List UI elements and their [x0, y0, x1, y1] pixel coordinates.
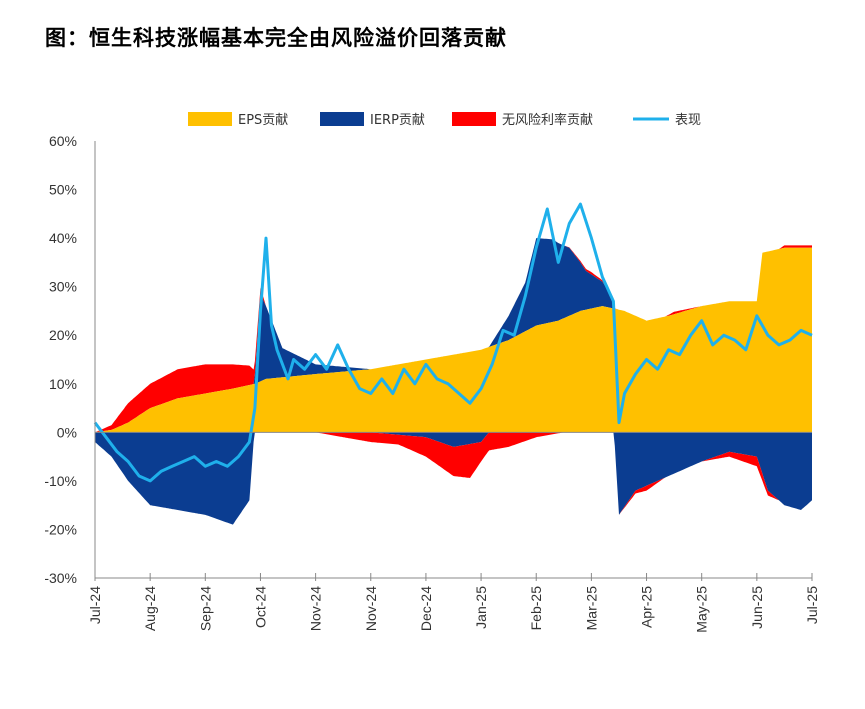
y-tick-labels: 60% 50% 40% 30% 20% 10% 0% -10% -20% -30% — [44, 133, 77, 586]
y-tick-label: 0% — [57, 424, 77, 440]
y-tick-label: 40% — [49, 230, 77, 246]
y-tick-label: 50% — [49, 182, 77, 198]
x-tick-label: Nov-24 — [363, 586, 379, 631]
performance-line — [93, 202, 813, 483]
x-tick-label: Aug-24 — [142, 586, 158, 631]
x-tick-label: Sep-24 — [197, 586, 213, 631]
x-tick-label: Jul-25 — [804, 586, 820, 624]
legend-swatch — [188, 112, 232, 126]
y-tick-label: -10% — [44, 473, 77, 489]
x-tick-label: Oct-24 — [252, 586, 268, 628]
x-tick-label: Jan-25 — [473, 586, 489, 629]
y-tick-label: -20% — [44, 521, 77, 537]
y-tick-label: 10% — [49, 376, 77, 392]
ierp-negative-area — [95, 432, 812, 525]
y-tick-label: 20% — [49, 327, 77, 343]
y-tick-label: 30% — [49, 279, 77, 295]
eps-area — [95, 247, 812, 433]
y-tick-label: -30% — [44, 570, 77, 586]
chart-areas — [93, 202, 813, 525]
x-tick-label: Jul-24 — [87, 586, 103, 624]
x-tick-label: May-25 — [694, 586, 710, 633]
x-tick-label: Jun-25 — [749, 586, 765, 629]
x-tick-label: Feb-25 — [528, 586, 544, 631]
y-tick-label: 60% — [49, 133, 77, 149]
legend-label: 无风险利率贡献 — [502, 112, 593, 128]
chart-legend: EPS贡献 IERP贡献 无风险利率贡献 表现 — [188, 112, 701, 128]
rf-negative-area — [95, 432, 812, 525]
legend-label: IERP贡献 — [370, 113, 425, 128]
chart-title: 图：恒生科技涨幅基本完全由风险溢价回落贡献 — [45, 26, 507, 50]
x-tick-label: Dec-24 — [418, 586, 434, 631]
legend-label: EPS贡献 — [238, 113, 288, 128]
legend-swatch — [452, 112, 496, 126]
x-tick-label: Apr-25 — [639, 586, 655, 628]
x-tick-label: Nov-24 — [308, 586, 324, 631]
chart-axes — [94, 141, 813, 581]
x-tick-labels: Jul-24 Aug-24 Sep-24 Oct-24 Nov-24 Nov-24 Dec-… — [87, 586, 820, 633]
x-tick-label: Mar-25 — [583, 586, 599, 631]
legend-label: 表现 — [675, 113, 701, 128]
legend-swatch — [320, 112, 364, 126]
